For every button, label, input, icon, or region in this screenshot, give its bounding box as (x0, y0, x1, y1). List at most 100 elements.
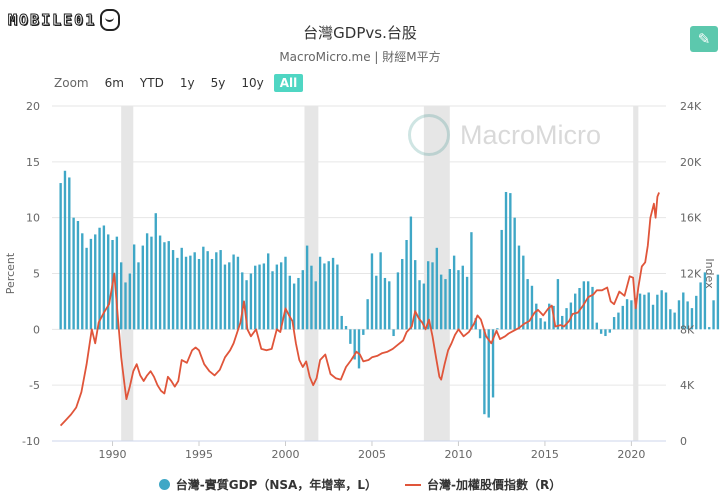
gdp-bar (414, 260, 417, 330)
gdp-bar (314, 281, 317, 330)
gdp-bar (232, 254, 235, 330)
gdp-bar (539, 318, 542, 330)
gdp-bar (478, 329, 482, 339)
gdp-bar (141, 245, 144, 330)
gdp-bar (491, 329, 495, 398)
gdp-bar (548, 303, 551, 330)
gdp-bar (288, 275, 292, 330)
gdp-bar (656, 294, 659, 330)
gdp-bar (487, 329, 490, 418)
gdp-bar (388, 281, 391, 330)
gdp-bar (461, 265, 464, 330)
gdp-bar (72, 217, 75, 330)
gdp-bar (643, 294, 646, 330)
gdp-bar (331, 257, 335, 330)
x-tick-label: 1990 (99, 448, 127, 461)
gdp-bar (647, 292, 650, 330)
left-tick-label: 0 (33, 323, 40, 336)
gdp-bar (669, 309, 672, 330)
gdp-bar (271, 271, 274, 330)
gdp-bar (431, 262, 434, 330)
gdp-bars (59, 170, 720, 418)
gdp-bar (180, 247, 183, 330)
gdp-bar (167, 241, 170, 330)
range-button-1y[interactable]: 1y (179, 76, 195, 90)
left-tick-label: -10 (22, 435, 40, 448)
gdp-bar (189, 255, 192, 330)
gdp-bar (197, 258, 201, 330)
left-tick-label: 10 (26, 212, 40, 225)
gdp-bar (94, 234, 97, 330)
gdp-bar (223, 264, 227, 330)
legend-line-icon (404, 483, 421, 486)
gdp-bar (297, 277, 300, 330)
gdp-bar (396, 272, 400, 330)
gdp-bar (124, 282, 127, 330)
x-tick-label: 2015 (531, 448, 559, 461)
gdp-bar (496, 328, 499, 330)
gdp-bar (383, 277, 387, 330)
gdp-bar (357, 329, 361, 369)
watermark-text: MacroMicro (460, 119, 602, 150)
gdp-bar (422, 283, 426, 330)
legend-item-index[interactable]: 台灣-加權股價指數（R） (404, 476, 562, 493)
gdp-bar (137, 262, 140, 330)
gdp-bar (202, 246, 205, 330)
range-button-all[interactable]: All (273, 74, 304, 92)
gdp-bar (591, 286, 594, 330)
range-button-10y[interactable]: 10y (241, 76, 264, 90)
gdp-bar (470, 232, 473, 330)
gdp-bar (530, 285, 534, 330)
x-tick-label: 2020 (617, 448, 645, 461)
gdp-bar (349, 329, 352, 344)
range-button-5y[interactable]: 5y (210, 76, 226, 90)
gdp-bar (426, 261, 430, 330)
gdp-bar (176, 257, 179, 330)
gdp-bar (712, 300, 715, 330)
gdp-bar (107, 234, 110, 330)
gdp-bar (241, 272, 244, 330)
gdp-bar (102, 225, 106, 330)
left-tick-label: 5 (33, 268, 40, 281)
gdp-bar (89, 238, 93, 330)
legend-item-gdp[interactable]: 台灣-實質GDP（NSA，年增率，L） (158, 476, 377, 493)
pencil-icon: ✎ (697, 30, 711, 48)
gdp-bar (206, 251, 209, 330)
gdp-bar (418, 280, 421, 330)
gdp-bar (81, 233, 84, 330)
gdp-bar (193, 252, 196, 330)
gdp-bar (612, 317, 616, 330)
left-tick-label: 15 (26, 156, 40, 169)
gdp-bar (699, 282, 702, 330)
gdp-bar (621, 305, 624, 330)
gdp-bar (474, 318, 477, 330)
gdp-bar (171, 250, 175, 330)
gdp-bar (219, 250, 222, 330)
legend-label-index: 台灣-加權股價指數（R） (426, 478, 562, 492)
gdp-bar (279, 262, 283, 330)
gdp-bar (439, 274, 443, 330)
edit-button[interactable]: ✎ (690, 26, 718, 52)
gdp-bar (535, 303, 538, 330)
gdp-bar (59, 183, 62, 330)
gdp-bar (305, 245, 309, 330)
gdp-bar (262, 263, 266, 330)
watermark: MacroMicro (408, 114, 601, 156)
range-button-6m[interactable]: 6m (104, 76, 124, 90)
gdp-bar (604, 329, 607, 337)
gdp-bar (115, 236, 119, 330)
range-button-ytd[interactable]: YTD (139, 76, 164, 90)
gdp-bar (375, 275, 378, 330)
gdp-bar (574, 293, 577, 330)
gdp-bar (236, 256, 240, 330)
gdp-bar (119, 262, 123, 330)
x-tick-label: 2010 (444, 448, 472, 461)
gdp-bar (716, 274, 720, 330)
gdp-bar (565, 308, 568, 330)
gdp-bar (68, 177, 71, 330)
gdp-bar (664, 292, 668, 330)
gdp-bar (500, 229, 503, 330)
gdp-bar (370, 253, 374, 330)
